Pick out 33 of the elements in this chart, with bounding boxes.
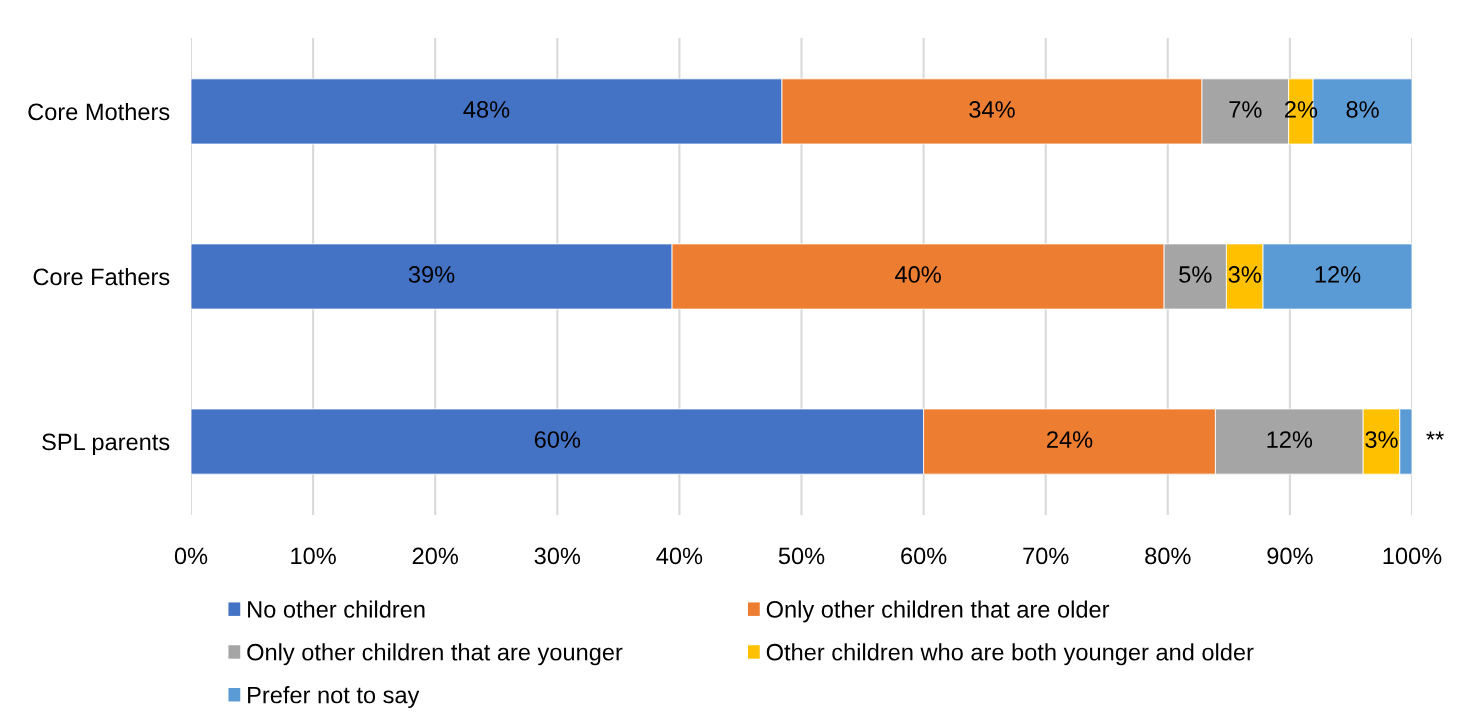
y-tick-label: SPL parents xyxy=(42,433,170,456)
x-tick-label: 80% xyxy=(1145,547,1191,565)
x-tick-label: 90% xyxy=(1267,547,1313,565)
data-label: 39% xyxy=(408,266,455,283)
x-tick-label: 40% xyxy=(656,547,703,565)
x-tick-label: 30% xyxy=(534,547,581,565)
legend-label: Only other children that are older xyxy=(766,600,1110,623)
x-tick-label: 60% xyxy=(901,547,947,565)
data-label: 60% xyxy=(534,431,581,448)
data-label: 7% xyxy=(1229,101,1262,118)
data-label: 34% xyxy=(969,101,1015,118)
data-label: 8% xyxy=(1346,101,1379,118)
annotation: ** xyxy=(1426,431,1444,440)
x-tick-label: 20% xyxy=(412,547,458,565)
data-label: 40% xyxy=(895,266,941,283)
data-label: 5% xyxy=(1179,266,1212,283)
y-tick-label: Core Fathers xyxy=(33,267,170,286)
legend-label: Only other children that are younger xyxy=(247,643,623,666)
data-label: 48% xyxy=(463,101,510,118)
x-tick-label: 10% xyxy=(291,547,336,565)
data-label: 3% xyxy=(1365,431,1398,448)
data-label: 3% xyxy=(1228,266,1261,283)
x-tick-label: 100% xyxy=(1383,547,1442,565)
x-tick-label: 70% xyxy=(1023,547,1069,565)
x-tick-label: 50% xyxy=(778,547,825,565)
data-label: 12% xyxy=(1315,266,1361,283)
legend-label: No other children xyxy=(248,600,425,618)
x-tick-label: 0% xyxy=(174,547,208,565)
data-label: 12% xyxy=(1267,431,1313,448)
data-label: 24% xyxy=(1047,431,1093,448)
legend-label: Other children who are both younger and older xyxy=(766,643,1254,666)
y-tick-label: Core Mothers xyxy=(28,102,170,121)
legend-label: Prefer not to say xyxy=(248,686,420,709)
